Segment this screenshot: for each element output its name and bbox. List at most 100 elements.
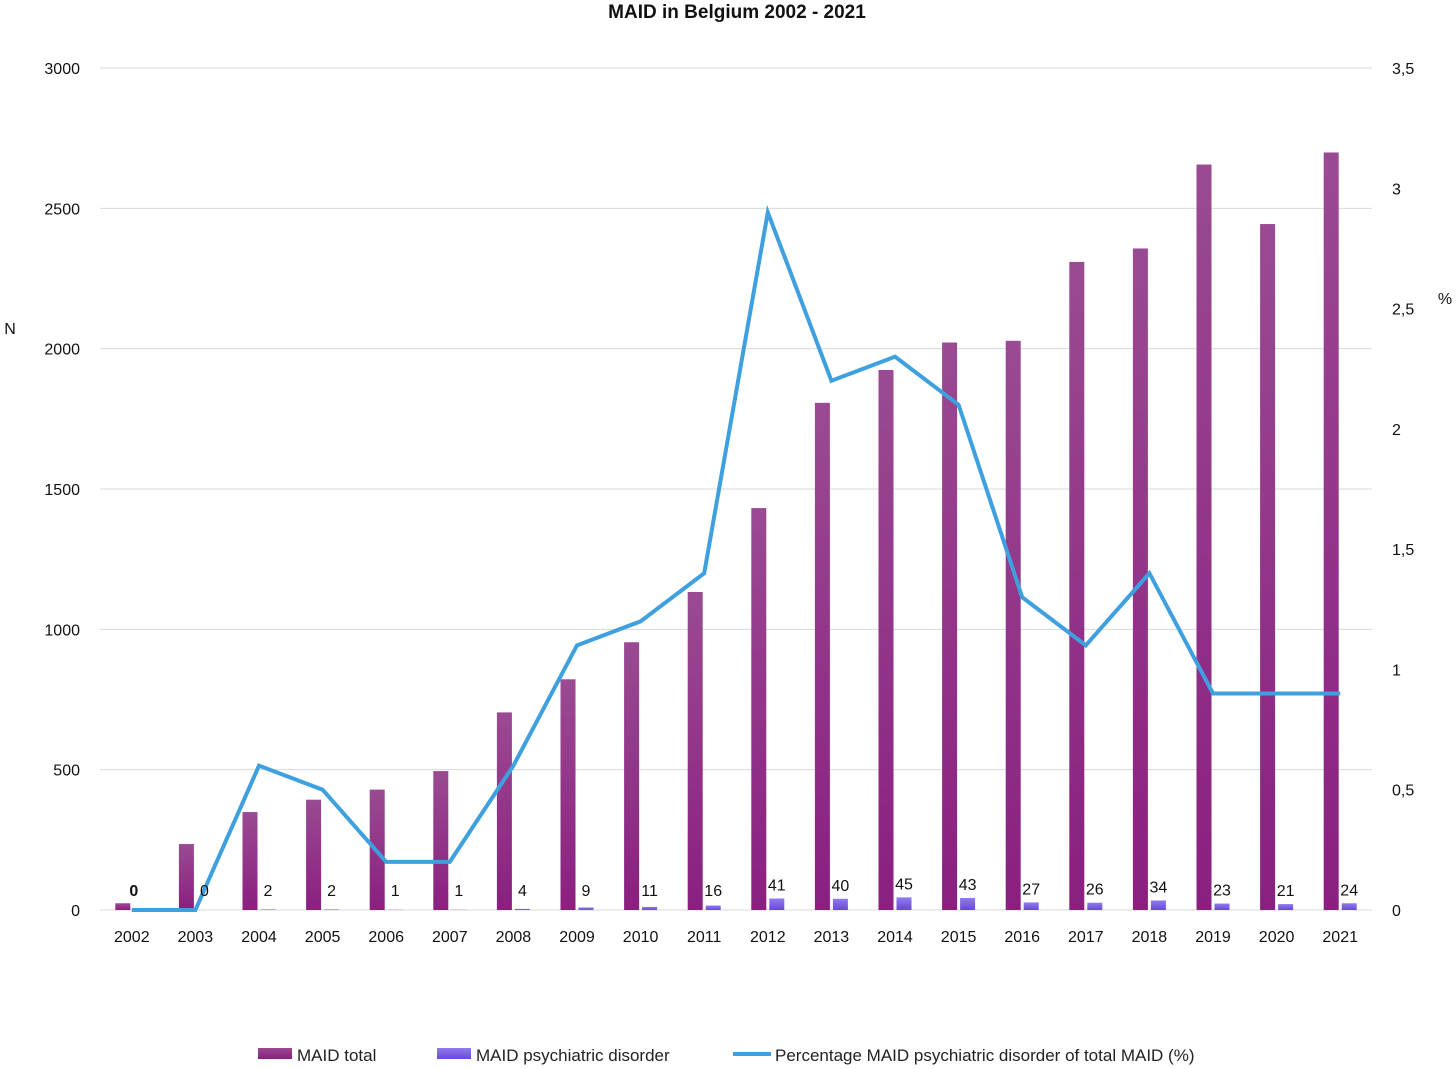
data-label: 4 — [518, 883, 527, 900]
x-tick-label: 2013 — [814, 929, 850, 946]
data-label: 1 — [454, 883, 463, 900]
bar-maid-psychiatric — [1023, 902, 1039, 910]
chart-title: MAID in Belgium 2002 - 2021 — [608, 2, 866, 23]
bar-maid-total — [1323, 152, 1339, 911]
series-percentage-line — [131, 204, 1341, 912]
bar-maid-psychiatric — [1087, 902, 1103, 910]
x-tick-label: 2017 — [1068, 929, 1104, 946]
legend-label: MAID psychiatric disorder — [476, 1046, 670, 1065]
bar-maid-psychiatric — [769, 898, 785, 910]
y-tick-label: 0 — [71, 903, 80, 920]
x-tick-label: 2021 — [1322, 929, 1358, 946]
bar-maid-total — [624, 642, 640, 910]
x-tick-label: 2003 — [178, 929, 214, 946]
y2-tick-label: 2,5 — [1392, 302, 1414, 319]
bar-maid-psychiatric — [705, 905, 721, 910]
y2-tick-label: 1,5 — [1392, 542, 1414, 559]
data-label: 40 — [832, 878, 850, 895]
x-tick-label: 2014 — [877, 929, 913, 946]
bar-maid-total — [942, 342, 958, 910]
bar-maid-total — [1132, 248, 1148, 910]
legend-swatch — [437, 1048, 471, 1059]
x-tick-label: 2005 — [305, 929, 341, 946]
x-tick-label: 2006 — [368, 929, 404, 946]
y2-tick-label: 2 — [1392, 422, 1401, 439]
legend-label: MAID total — [297, 1046, 376, 1065]
y-tick-label: 1000 — [44, 622, 80, 639]
x-tick-label: 2016 — [1004, 929, 1040, 946]
data-label: 26 — [1086, 882, 1104, 899]
y-axis-ticks: 0 500 1000 1500 2000 2500 3000 — [44, 61, 80, 920]
bar-maid-total — [496, 712, 512, 910]
bar-maid-psychiatric — [642, 906, 658, 910]
bar-maid-psychiatric — [1341, 903, 1357, 910]
data-label: 16 — [704, 883, 722, 900]
data-label: 34 — [1150, 879, 1168, 896]
bar-maid-total — [751, 508, 767, 910]
y-tick-label: 500 — [53, 763, 80, 780]
x-tick-label: 2020 — [1259, 929, 1295, 946]
bar-maid-psychiatric — [1278, 904, 1294, 910]
bar-maid-total — [878, 369, 894, 911]
x-tick-label: 2015 — [941, 929, 977, 946]
y-tick-label: 3000 — [44, 61, 80, 78]
line-percentage — [131, 204, 1341, 912]
x-tick-label: 2010 — [623, 929, 659, 946]
legend-label: Percentage MAID psychiatric disorder of … — [775, 1046, 1194, 1065]
bar-maid-total — [1069, 261, 1085, 910]
bar-maid-total — [115, 903, 131, 910]
data-label: 0 — [129, 883, 138, 900]
data-label: 0 — [200, 883, 209, 900]
bar-maid-total — [687, 592, 703, 910]
bar-maid-total — [306, 799, 322, 910]
legend-item-percentage: Percentage MAID psychiatric disorder of … — [733, 1046, 1194, 1065]
legend-item-maid-total: MAID total — [258, 1046, 376, 1065]
bar-maid-psychiatric — [1214, 903, 1230, 910]
y2-axis-ticks: 0 0,5 1 1,5 2 2,5 3 3,5 — [1392, 61, 1414, 920]
series-maid-total — [115, 152, 1339, 911]
bar-maid-total — [1196, 164, 1212, 911]
bar-maid-psychiatric — [1150, 900, 1166, 910]
bar-maid-total — [178, 844, 194, 910]
y-tick-label: 2500 — [44, 201, 80, 218]
data-label: 45 — [895, 876, 913, 893]
data-label: 1 — [391, 883, 400, 900]
legend-item-maid-psychiatric: MAID psychiatric disorder — [437, 1046, 670, 1065]
x-tick-label: 2012 — [750, 929, 786, 946]
gridlines — [100, 67, 1372, 911]
bar-maid-psychiatric — [896, 897, 912, 910]
data-label: 9 — [582, 883, 591, 900]
data-label: 11 — [641, 883, 658, 900]
bar-maid-total — [814, 402, 830, 910]
data-label: 2 — [264, 883, 273, 900]
y2-tick-label: 3 — [1392, 181, 1401, 198]
data-label: 41 — [768, 877, 786, 894]
bar-maid-psychiatric — [260, 909, 276, 910]
x-tick-label: 2011 — [687, 929, 722, 946]
y2-tick-label: 1 — [1392, 662, 1401, 679]
series-maid-psychiatric — [260, 897, 1357, 910]
bar-maid-psychiatric — [578, 907, 594, 910]
bar-maid-total — [1260, 224, 1276, 910]
x-tick-label: 2008 — [496, 929, 532, 946]
y2-axis-label: % — [1438, 291, 1452, 308]
bar-maid-total — [560, 679, 576, 910]
bar-maid-psychiatric — [960, 897, 976, 910]
legend-swatch — [258, 1048, 292, 1059]
y-tick-label: 2000 — [44, 342, 80, 359]
bar-maid-psychiatric — [514, 908, 530, 910]
x-tick-label: 2007 — [432, 929, 468, 946]
y2-tick-label: 3,5 — [1392, 61, 1414, 78]
x-tick-label: 2002 — [114, 929, 150, 946]
bar-maid-psychiatric — [832, 898, 848, 910]
y-tick-label: 1500 — [44, 482, 80, 499]
data-label: 43 — [959, 877, 977, 894]
data-label: 24 — [1340, 882, 1358, 899]
data-label: 21 — [1277, 883, 1295, 900]
data-label: 2 — [327, 883, 336, 900]
x-tick-label: 2018 — [1132, 929, 1168, 946]
legend: MAID total MAID psychiatric disorder Perce… — [258, 1046, 1194, 1065]
y2-tick-label: 0,5 — [1392, 783, 1414, 800]
